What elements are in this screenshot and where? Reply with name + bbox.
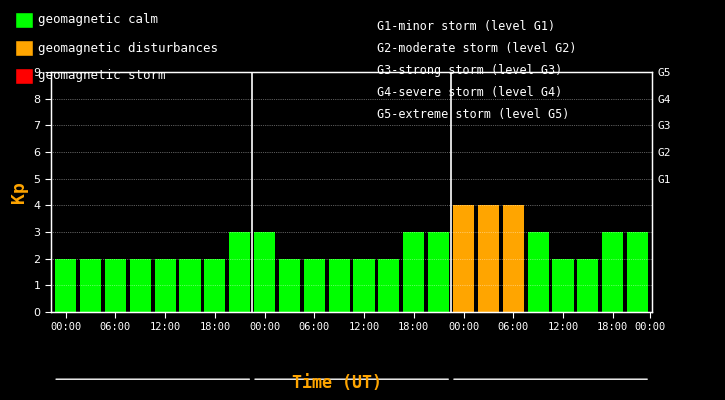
Text: geomagnetic disturbances: geomagnetic disturbances <box>38 42 218 54</box>
Bar <box>179 259 201 312</box>
Text: G1-minor storm (level G1): G1-minor storm (level G1) <box>377 20 555 33</box>
Bar <box>80 259 101 312</box>
Y-axis label: Kp: Kp <box>9 181 28 203</box>
Bar <box>55 259 76 312</box>
Bar <box>254 232 276 312</box>
Bar <box>304 259 325 312</box>
Bar <box>502 205 524 312</box>
Bar <box>154 259 175 312</box>
Bar <box>354 259 375 312</box>
Bar <box>328 259 349 312</box>
Bar <box>453 205 474 312</box>
Bar <box>279 259 300 312</box>
Text: G4-severe storm (level G4): G4-severe storm (level G4) <box>377 86 563 99</box>
Bar <box>378 259 399 312</box>
Text: G3-strong storm (level G3): G3-strong storm (level G3) <box>377 64 563 77</box>
Text: G2-moderate storm (level G2): G2-moderate storm (level G2) <box>377 42 576 55</box>
Bar <box>428 232 450 312</box>
Bar <box>552 259 573 312</box>
Bar <box>229 232 250 312</box>
Bar <box>528 232 549 312</box>
Bar <box>403 232 424 312</box>
Text: geomagnetic storm: geomagnetic storm <box>38 70 165 82</box>
Bar <box>602 232 624 312</box>
Bar <box>130 259 151 312</box>
Text: Time (UT): Time (UT) <box>292 374 382 392</box>
Text: G5-extreme storm (level G5): G5-extreme storm (level G5) <box>377 108 569 121</box>
Bar <box>478 205 499 312</box>
Bar <box>105 259 126 312</box>
Text: geomagnetic calm: geomagnetic calm <box>38 14 158 26</box>
Bar <box>204 259 225 312</box>
Bar <box>577 259 598 312</box>
Bar <box>627 232 648 312</box>
